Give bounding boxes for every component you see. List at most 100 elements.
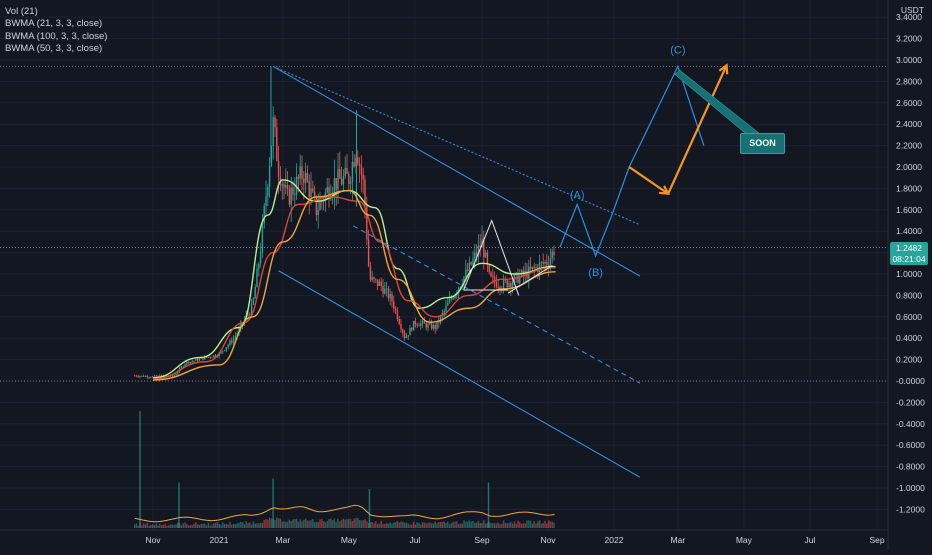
volume-bar [288,519,291,528]
legend-bwma-100[interactable]: BWMA (100, 3, 3, close) [5,30,108,42]
volume-bar [522,523,525,528]
volume-bar [438,522,440,528]
candle-body [229,340,231,345]
volume-bar [524,523,526,528]
volume-bar [322,521,325,528]
candle-body [463,276,465,285]
candle-body [450,298,453,300]
volume-bar [526,520,528,528]
grid-layer [0,0,888,530]
candle-body [288,188,291,205]
candle-body [256,268,258,288]
candle-body [376,279,379,286]
volume-bar [335,521,337,528]
candle-body [549,258,552,266]
channel-lower-line [278,270,641,478]
volume-bar [495,523,498,528]
candle-body [267,186,269,197]
candle-body [400,323,402,330]
volume-bar [376,524,379,528]
volume-bar [234,524,237,528]
volume-bar [362,520,364,528]
candle-body [290,187,292,205]
volume-bar [146,522,148,528]
candle-body [337,169,339,190]
volume-bar [346,519,348,528]
candle-body [263,205,265,223]
volume-bar [270,518,273,528]
legend-vol[interactable]: Vol (21) [5,6,38,17]
volume-bar [245,521,247,528]
candle-body [457,287,460,293]
volume-bar [186,523,188,528]
candle-body [276,127,278,161]
volume-bar [360,520,363,528]
candle-body [259,252,262,264]
volume-bar [441,521,444,528]
candle-body [322,201,325,202]
candle-body [297,176,300,179]
candle-body [173,375,175,376]
volume-bar [180,525,183,528]
volume-bar [355,517,357,528]
candle-body [204,356,206,360]
volume-bar [490,523,492,528]
volume-bar [153,525,156,528]
legend-bwma-50[interactable]: BWMA (50, 3, 3, close) [5,43,103,55]
volume-bar [405,522,408,528]
x-tick-label: May [341,535,358,545]
volume-bar [454,521,456,528]
candle-body [319,201,321,210]
candle-layer [133,66,555,380]
candle-body [312,188,314,192]
volume-bar [141,525,143,528]
candle-body [351,161,354,182]
volume-bar [200,523,202,528]
candle-body [250,303,253,315]
candle-body [144,376,147,377]
y-tick-label: 2.0000 [896,162,922,172]
volume-bar [423,522,426,528]
candle-body [333,178,336,193]
volume-bar [349,518,352,528]
volume-bar [457,524,460,528]
volume-bar [205,525,208,528]
candle-body [139,376,141,377]
volume-bar [187,525,190,528]
y-tick-label: 1.4000 [896,226,922,236]
candle-body [142,375,145,377]
volume-bar [553,522,555,528]
volume-bar [189,524,192,528]
candle-body [340,178,343,185]
candle-body [247,314,249,316]
candle-body [286,185,289,189]
candle-body [438,321,440,323]
candle-body [211,357,213,358]
volume-bar [547,520,550,528]
volume-bar [173,525,175,528]
candle-body [196,359,199,361]
candle-body [445,305,447,311]
volume-bar [459,523,462,528]
volume-bar [520,523,523,528]
candle-body [414,320,417,325]
volume-bar [137,525,139,528]
channel-mid-dashed-line [352,225,641,384]
candle-body [429,322,431,324]
candle-body [427,323,429,328]
volume-bar [425,523,427,528]
candle-body [346,167,348,174]
indicator-legend: Vol (21) BWMA (21, 3, 3, close) BWMA (10… [5,6,107,56]
candle-body [184,363,186,367]
volume-bar [142,523,145,528]
candle-body [335,178,337,190]
volume-bar [324,522,327,528]
candle-body [214,355,217,357]
y-tick-label: -1.2000 [896,504,925,514]
volume-bar [222,522,224,528]
y-tick-label: 0.4000 [896,333,922,343]
legend-bwma-21[interactable]: BWMA (21, 3, 3, close) [5,18,103,30]
candle-body [205,356,208,358]
